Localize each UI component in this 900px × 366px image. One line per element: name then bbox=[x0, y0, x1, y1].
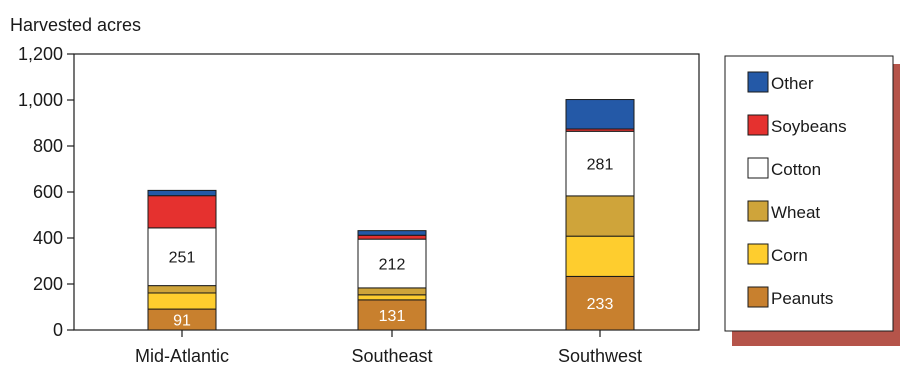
legend-swatch-cotton bbox=[747, 157, 769, 179]
data-label: 233 bbox=[587, 296, 614, 313]
bar-other-southwest bbox=[565, 99, 635, 130]
y-tick-label: 800 bbox=[33, 136, 63, 156]
legend-label-soybeans: Soybeans bbox=[771, 117, 847, 136]
bar-soybeans-mid-atlantic bbox=[147, 195, 217, 229]
data-label: 131 bbox=[379, 308, 406, 325]
bar-corn-southeast bbox=[357, 294, 427, 301]
legend-swatch-wheat bbox=[747, 200, 769, 222]
x-tick-label: Southeast bbox=[351, 346, 432, 366]
legend-swatch-soybeans bbox=[747, 114, 769, 136]
y-axis-ticks: 0 200 400 600 800 1,000 1,200 bbox=[18, 44, 74, 340]
data-labels: 91 251 131 212 233 281 bbox=[169, 157, 614, 330]
data-label: 281 bbox=[587, 157, 614, 174]
bar-wheat-southwest bbox=[565, 195, 635, 237]
bar-wheat-southeast bbox=[357, 287, 427, 296]
bar-corn-mid-atlantic bbox=[147, 292, 217, 310]
bar-corn-southwest bbox=[565, 235, 635, 277]
legend-label-wheat: Wheat bbox=[771, 203, 820, 222]
y-tick-label: 0 bbox=[53, 320, 63, 340]
y-axis-title: Harvested acres bbox=[10, 15, 141, 35]
legend-items: Other Soybeans Cotton Wheat Corn Peanuts bbox=[747, 71, 847, 308]
bar-peanuts-southwest bbox=[565, 275, 635, 331]
bar-other-mid-atlantic bbox=[147, 189, 217, 197]
bars bbox=[147, 99, 635, 331]
legend-swatch-peanuts bbox=[747, 286, 769, 308]
data-label: 91 bbox=[173, 313, 191, 330]
legend-box bbox=[724, 55, 894, 332]
x-axis-labels: Mid-Atlantic Southeast Southwest bbox=[135, 330, 642, 366]
legend-label-corn: Corn bbox=[771, 246, 808, 265]
legend-label-cotton: Cotton bbox=[771, 160, 821, 179]
legend-swatch-corn bbox=[747, 243, 769, 265]
data-label: 251 bbox=[169, 250, 196, 267]
y-tick-label: 1,000 bbox=[18, 90, 63, 110]
bar-soybeans-southeast bbox=[357, 234, 427, 240]
bar-other-southeast bbox=[357, 230, 427, 236]
y-tick-label: 1,200 bbox=[18, 44, 63, 64]
y-tick-label: 600 bbox=[33, 182, 63, 202]
bar-cotton-southwest bbox=[565, 130, 635, 197]
legend-label-peanuts: Peanuts bbox=[771, 289, 833, 308]
bar-wheat-mid-atlantic bbox=[147, 285, 217, 294]
legend: Other Soybeans Cotton Wheat Corn Peanuts bbox=[724, 55, 900, 346]
data-label: 212 bbox=[379, 257, 406, 274]
legend-label-other: Other bbox=[771, 74, 814, 93]
y-tick-label: 400 bbox=[33, 228, 63, 248]
x-tick-label: Mid-Atlantic bbox=[135, 346, 229, 366]
legend-swatch-other bbox=[747, 71, 769, 93]
y-tick-label: 200 bbox=[33, 274, 63, 294]
x-tick-label: Southwest bbox=[558, 346, 642, 366]
